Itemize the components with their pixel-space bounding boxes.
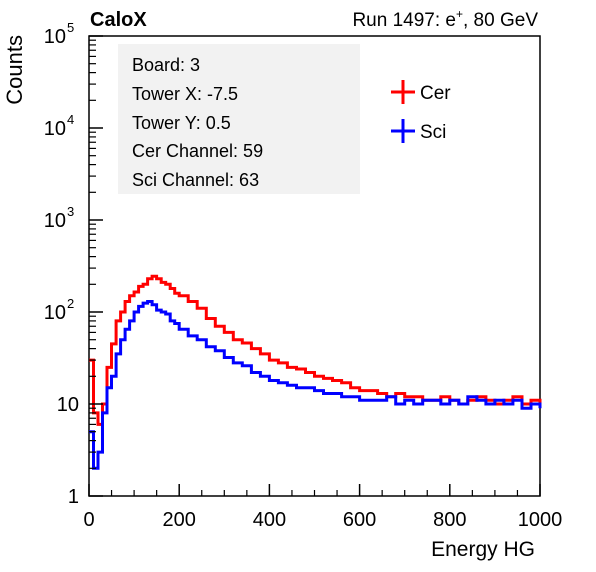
y-axis-title: Counts [2, 35, 27, 105]
y-tick-label: 1 [68, 486, 79, 508]
x-tick-label: 0 [83, 509, 94, 531]
y-tick-exponent: 3 [67, 204, 74, 219]
x-axis-title: Energy HG [431, 538, 535, 561]
series-layer [89, 274, 542, 470]
run-suffix: , 80 GeV [463, 10, 538, 31]
legend-marker-cer [391, 80, 415, 104]
info-line-sci-channel: Sci Channel: 63 [132, 170, 259, 190]
x-tick-label: 800 [433, 509, 466, 531]
run-superscript: + [456, 7, 463, 21]
info-line-board: Board: 3 [132, 55, 200, 75]
x-tick-label: 200 [163, 509, 196, 531]
info-line-cer-channel: Cer Channel: 59 [132, 141, 263, 161]
info-line-tower-x: Tower X: -7.5 [132, 84, 238, 104]
y-tick-exponent: 2 [67, 296, 74, 311]
y-tick-label: 10 [44, 118, 66, 140]
x-tick-label: 600 [343, 509, 376, 531]
legend-label-cer: Cer [420, 83, 451, 104]
x-tick-label: 1000 [518, 509, 563, 531]
run-prefix: Run 1497: e [352, 10, 456, 31]
legend: Cer Sci [391, 80, 451, 143]
info-box [118, 44, 360, 194]
y-tick-exponent: 4 [67, 112, 74, 127]
x-tick-label: 400 [253, 509, 286, 531]
info-line-tower-y: Tower Y: 0.5 [132, 113, 231, 133]
series-line-cer [89, 274, 542, 426]
y-tick-label: 10 [44, 302, 66, 324]
run-label: Run 1497: e+, 80 GeV [352, 7, 538, 31]
legend-marker-sci [391, 119, 415, 143]
y-tick-label: 10 [57, 394, 79, 416]
brand-label: CaloX [90, 9, 147, 31]
y-tick-exponent: 5 [67, 20, 74, 35]
legend-label-sci: Sci [420, 122, 446, 143]
y-tick-label: 10 [44, 26, 66, 48]
series-line-sci [89, 300, 542, 470]
y-tick-label: 10 [44, 210, 66, 232]
